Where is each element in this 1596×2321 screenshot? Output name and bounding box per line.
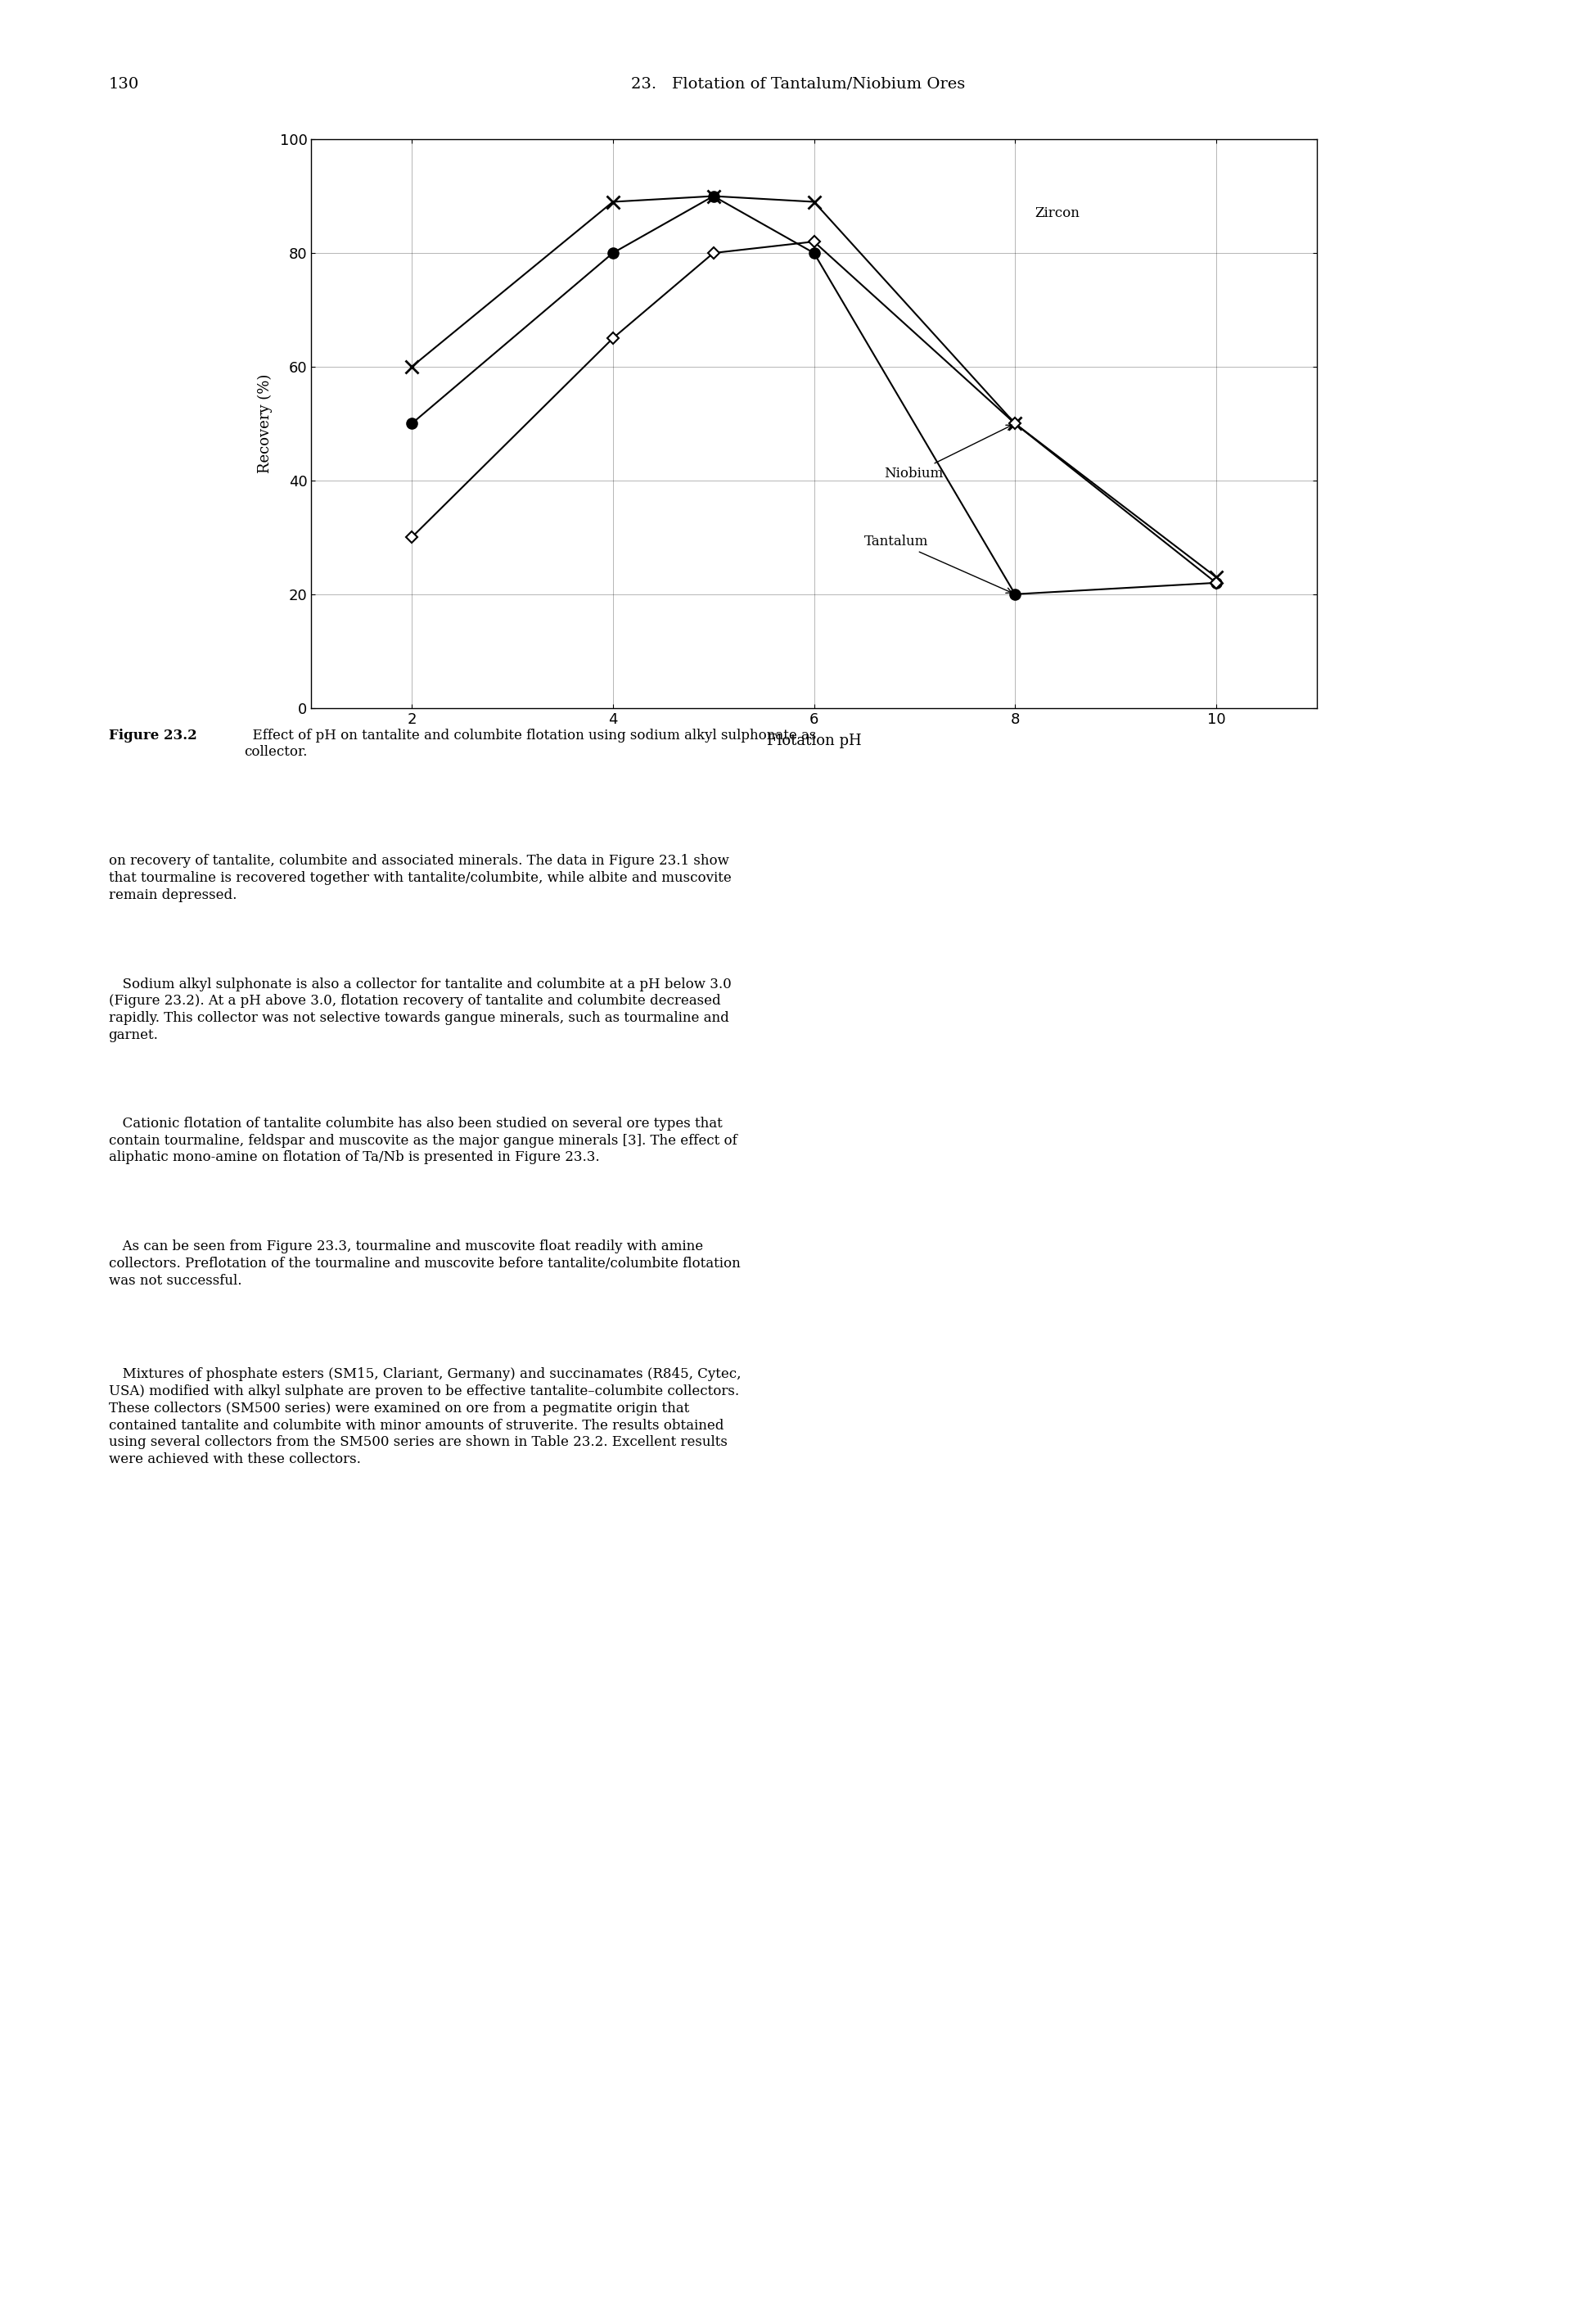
Text: Effect of pH on tantalite and columbite flotation using sodium alkyl sulphonate : Effect of pH on tantalite and columbite … [244, 729, 817, 759]
Text: Niobium: Niobium [884, 425, 1012, 480]
Text: Tantalum: Tantalum [865, 534, 1012, 594]
Text: Figure 23.2: Figure 23.2 [109, 729, 196, 743]
Y-axis label: Recovery (%): Recovery (%) [259, 374, 273, 473]
Text: Zircon: Zircon [1036, 207, 1080, 220]
Text: Cationic flotation of tantalite columbite has also been studied on several ore t: Cationic flotation of tantalite columbit… [109, 1116, 737, 1165]
Text: 130: 130 [109, 77, 139, 91]
X-axis label: Flotation pH: Flotation pH [766, 733, 862, 747]
Text: Mixtures of phosphate esters (SM15, Clariant, Germany) and succinamates (R845, C: Mixtures of phosphate esters (SM15, Clar… [109, 1367, 741, 1467]
Text: 23.   Flotation of Tantalum/Niobium Ores: 23. Flotation of Tantalum/Niobium Ores [630, 77, 966, 91]
Text: As can be seen from Figure 23.3, tourmaline and muscovite float readily with ami: As can be seen from Figure 23.3, tourmal… [109, 1239, 741, 1288]
Text: on recovery of tantalite, columbite and associated minerals. The data in Figure : on recovery of tantalite, columbite and … [109, 854, 731, 903]
Text: Sodium alkyl sulphonate is also a collector for tantalite and columbite at a pH : Sodium alkyl sulphonate is also a collec… [109, 977, 731, 1042]
